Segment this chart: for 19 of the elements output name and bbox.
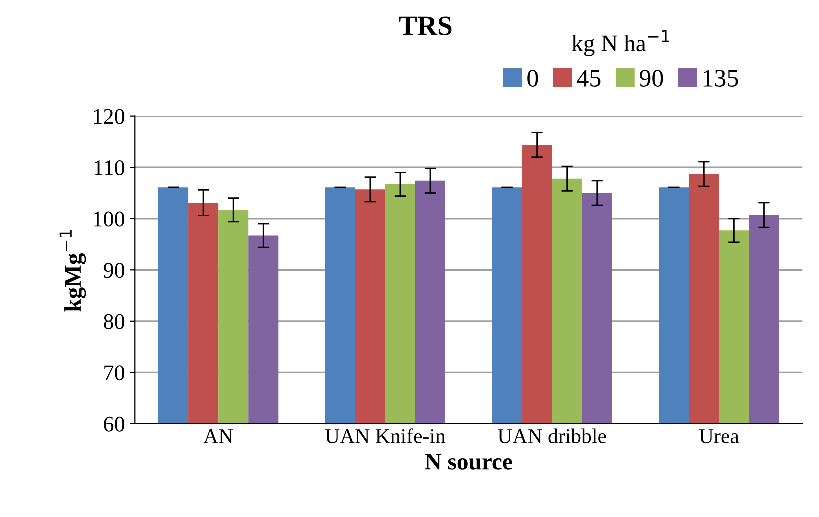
legend-label: 45: [577, 70, 601, 87]
y-tick-label: 90: [104, 263, 125, 278]
legend-label: 135: [704, 70, 738, 87]
x-tick-label: Urea: [699, 430, 740, 444]
chart-title: TRS: [399, 16, 452, 36]
x-tick-label: UAN Knife-in: [325, 428, 446, 444]
legend-title: kg N ha$^{−1}$: [572, 30, 670, 56]
y-tick-label: 120: [94, 109, 125, 124]
y-tick-label: 100: [94, 212, 125, 227]
x-tick-label: AN: [204, 430, 234, 444]
y-tick-label: 110: [94, 160, 125, 176]
y-tick-label: 80: [104, 314, 125, 330]
y-tick-label: 70: [104, 366, 125, 381]
legend-label: 90: [640, 70, 664, 87]
legend-label: 0: [528, 70, 538, 87]
y-axis-title: kgMg$^{−1}$: [60, 230, 86, 312]
x-tick-label: UAN dribble: [498, 428, 606, 444]
y-tick-label: 60: [104, 416, 125, 432]
x-axis-title: N source: [425, 454, 512, 470]
